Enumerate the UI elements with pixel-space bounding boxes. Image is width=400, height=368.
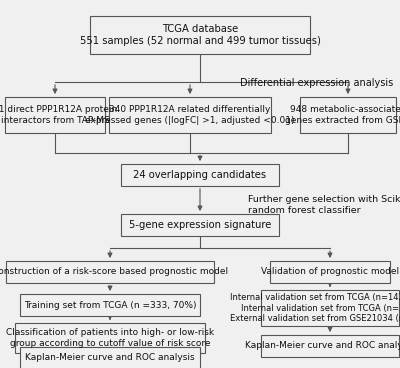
FancyBboxPatch shape (121, 214, 279, 236)
Text: Training set from TCGA (n =333, 70%): Training set from TCGA (n =333, 70%) (24, 301, 196, 309)
Text: Differential expression analysis: Differential expression analysis (240, 78, 393, 88)
Text: Internal validation set from TCGA (n=142, 30%)
Internal validation set from TCGA: Internal validation set from TCGA (n=142… (230, 293, 400, 323)
FancyBboxPatch shape (90, 16, 310, 54)
Text: 51 direct PPP1R12A protein
interactors from TAP-MS: 51 direct PPP1R12A protein interactors f… (0, 105, 117, 125)
Text: Classification of patients into high- or low-risk
group according to cutoff valu: Classification of patients into high- or… (6, 328, 214, 348)
FancyBboxPatch shape (20, 294, 200, 316)
Text: Construction of a risk-score based prognostic model: Construction of a risk-score based progn… (0, 268, 228, 276)
Text: 948 metabolic-associated
genes extracted from GSEA: 948 metabolic-associated genes extracted… (285, 105, 400, 125)
Text: 24 overlapping candidates: 24 overlapping candidates (134, 170, 266, 180)
Text: Kaplan-Meier curve and ROC analysis: Kaplan-Meier curve and ROC analysis (245, 342, 400, 350)
Text: Validation of prognostic model: Validation of prognostic model (261, 268, 399, 276)
Text: Kaplan-Meier curve and ROC analysis: Kaplan-Meier curve and ROC analysis (25, 354, 195, 362)
FancyBboxPatch shape (121, 164, 279, 186)
FancyBboxPatch shape (261, 335, 399, 357)
FancyBboxPatch shape (15, 323, 205, 353)
FancyBboxPatch shape (109, 97, 271, 133)
FancyBboxPatch shape (5, 97, 105, 133)
FancyBboxPatch shape (6, 261, 214, 283)
Text: 5-gene expression signature: 5-gene expression signature (129, 220, 271, 230)
Text: Further gene selection with Scikit-learn’s
random forest classifier: Further gene selection with Scikit-learn… (248, 195, 400, 215)
FancyBboxPatch shape (300, 97, 396, 133)
Text: 340 PPP1R12A related differentially
expressed genes (|logFC| >1, adjusted <0.01): 340 PPP1R12A related differentially expr… (85, 105, 295, 125)
FancyBboxPatch shape (261, 290, 399, 326)
FancyBboxPatch shape (270, 261, 390, 283)
Text: TCGA database
551 samples (52 normal and 499 tumor tissues): TCGA database 551 samples (52 normal and… (80, 24, 320, 46)
FancyBboxPatch shape (20, 347, 200, 368)
